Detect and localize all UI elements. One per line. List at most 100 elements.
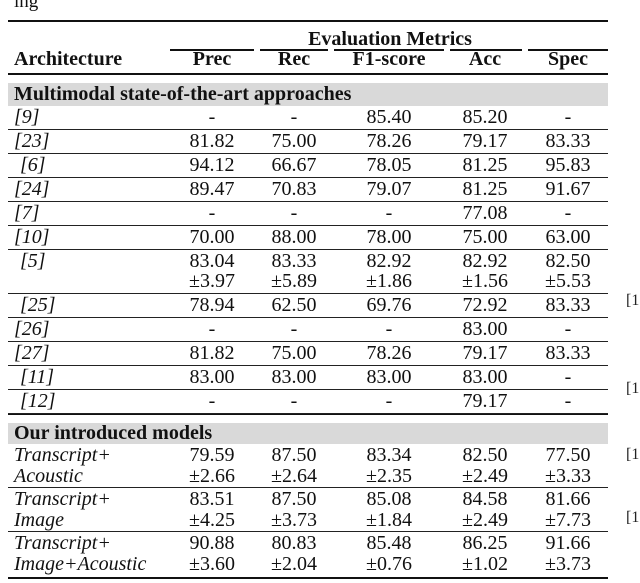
cell-spec: - xyxy=(564,202,572,224)
header-rule xyxy=(8,73,608,75)
cell-prec: 94.12 xyxy=(189,154,235,176)
cell-f1: 69.76 xyxy=(366,294,412,316)
cell-rec: 80.83 xyxy=(271,532,317,554)
row-architecture: [25] xyxy=(20,294,56,316)
cell-acc: 75.00 xyxy=(462,226,508,248)
row-underline xyxy=(8,225,608,226)
cell-spec: - xyxy=(564,390,572,412)
row-underline xyxy=(8,201,608,202)
cell-rec: 88.00 xyxy=(271,226,317,248)
cell-rec: - xyxy=(290,318,298,340)
cell-rec: 87.50 xyxy=(271,444,317,466)
cell-f1: 85.08 xyxy=(366,488,412,510)
cell-rec-sd: ±5.89 xyxy=(271,270,317,292)
cell-spec-sd: ±3.73 xyxy=(545,553,591,575)
row-underline xyxy=(8,531,608,532)
cell-f1: 78.05 xyxy=(366,154,412,176)
cell-prec: 78.94 xyxy=(189,294,235,316)
cell-rec: - xyxy=(290,390,298,412)
cell-rec: 83.00 xyxy=(271,366,317,388)
cell-acc: 81.25 xyxy=(462,178,508,200)
col-header-spec: Spec xyxy=(548,48,588,70)
cell-spec: - xyxy=(564,366,572,388)
cell-acc-sd: ±2.49 xyxy=(462,509,508,531)
cell-spec: 95.83 xyxy=(545,154,591,176)
row-architecture: [7] xyxy=(14,202,40,224)
cell-rec-sd: ±2.64 xyxy=(271,465,317,487)
top-rule xyxy=(8,20,608,22)
cell-f1-sd: ±1.86 xyxy=(366,270,412,292)
row-underline xyxy=(8,413,608,414)
cell-spec: 63.00 xyxy=(545,226,591,248)
margin-mark: [1 xyxy=(626,509,640,526)
column-rule-prec xyxy=(170,49,254,51)
cell-rec-sd: ±3.73 xyxy=(271,509,317,531)
section-band-sota xyxy=(8,83,608,106)
cell-acc: 72.92 xyxy=(462,294,508,316)
row-underline xyxy=(8,487,608,488)
cell-acc: 86.25 xyxy=(462,532,508,554)
column-rule-f1 xyxy=(334,49,444,51)
column-rule-spec xyxy=(528,49,608,51)
col-header-rec: Rec xyxy=(277,48,311,70)
row-architecture: Transcript+ xyxy=(14,444,111,466)
row-underline xyxy=(8,317,608,318)
row-underline xyxy=(8,341,608,342)
cell-acc: 82.50 xyxy=(462,444,508,466)
cell-f1: - xyxy=(385,202,393,224)
row-underline xyxy=(8,249,608,250)
row-architecture: Transcript+ xyxy=(14,532,111,554)
row-architecture-line2: Image+Acoustic xyxy=(14,553,147,575)
cell-spec: 77.50 xyxy=(545,444,591,466)
cell-f1: 85.48 xyxy=(366,532,412,554)
cell-spec: - xyxy=(564,318,572,340)
row-architecture: [6] xyxy=(20,154,46,176)
cell-acc: 85.20 xyxy=(462,106,508,128)
row-architecture: [11] xyxy=(20,366,55,388)
cell-rec: 75.00 xyxy=(271,130,317,152)
cell-acc: 82.92 xyxy=(462,250,508,272)
cell-prec: 83.04 xyxy=(189,250,235,272)
cell-prec-sd: ±4.25 xyxy=(189,509,235,531)
cell-spec: 82.50 xyxy=(545,250,591,272)
cell-prec: 89.47 xyxy=(189,178,235,200)
row-underline xyxy=(8,177,608,178)
row-architecture: [27] xyxy=(14,342,50,364)
section-separator xyxy=(8,414,608,416)
cell-rec: 70.83 xyxy=(271,178,317,200)
evaluation-metrics-header: Evaluation Metrics xyxy=(308,28,472,50)
cell-f1-sd: ±2.35 xyxy=(366,465,412,487)
row-underline xyxy=(8,153,608,154)
cell-f1: - xyxy=(385,318,393,340)
cell-f1-sd: ±0.76 xyxy=(366,553,412,575)
cell-spec-sd: ±5.53 xyxy=(545,270,591,292)
section-title-ours: Our introduced models xyxy=(14,422,213,444)
cell-spec: 83.33 xyxy=(545,130,591,152)
margin-mark: [1 xyxy=(626,380,640,397)
cell-prec: 79.59 xyxy=(189,444,235,466)
cell-prec: - xyxy=(208,390,216,412)
bottom-rule xyxy=(8,577,608,579)
margin-mark: [1 xyxy=(626,292,640,309)
cell-f1-sd: ±1.84 xyxy=(366,509,412,531)
cell-f1: 82.92 xyxy=(366,250,412,272)
cell-prec: - xyxy=(208,202,216,224)
row-architecture: [12] xyxy=(20,390,56,412)
cell-prec: 81.82 xyxy=(189,342,235,364)
column-rule-acc xyxy=(450,49,522,51)
cell-f1: - xyxy=(385,390,393,412)
cell-spec: 91.66 xyxy=(545,532,591,554)
margin-mark: [1 xyxy=(626,446,640,463)
section-title-sota: Multimodal state-of-the-art approaches xyxy=(14,83,352,105)
cell-rec: 87.50 xyxy=(271,488,317,510)
caption-fragment: ing xyxy=(14,0,39,12)
cell-f1: 85.40 xyxy=(366,106,412,128)
cell-f1: 83.00 xyxy=(366,366,412,388)
row-architecture: [5] xyxy=(20,250,46,272)
cell-f1: 79.07 xyxy=(366,178,412,200)
row-architecture: Transcript+ xyxy=(14,488,111,510)
row-underline xyxy=(8,129,608,130)
cell-acc: 83.00 xyxy=(462,366,508,388)
cell-rec: - xyxy=(290,106,298,128)
cell-f1: 78.26 xyxy=(366,342,412,364)
